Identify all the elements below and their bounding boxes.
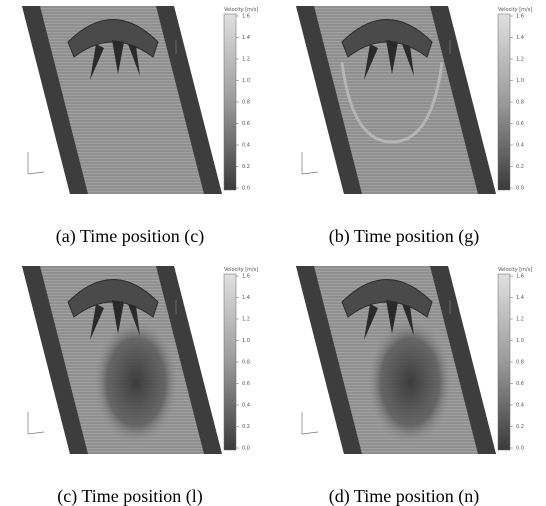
colorbar-tick-label: 0.4	[516, 143, 524, 149]
colorbar-tick-label: 0.0	[242, 446, 250, 452]
caption: (b) Time position (g)	[329, 226, 480, 247]
colorbar-tick-label: 1.6	[516, 274, 524, 280]
panel: Velocity [m/s]1.6 1.4 1.2 1.0 0.8 0.6 0.4 0.2 0.…	[22, 266, 258, 506]
colorbar-tick-label: 1.0	[242, 78, 250, 84]
colorbar-tick-label: 0.8	[242, 360, 250, 366]
colorbar-tick-label: 0.8	[516, 360, 524, 366]
colorbar-tick-label: 0.2	[242, 424, 250, 430]
axis-icon	[302, 432, 318, 434]
colorbar-tick-label: 0.0	[516, 446, 524, 452]
colorbar-title: Velocity [m/s]	[498, 7, 532, 13]
colorbar-tick-label: 0.6	[516, 381, 524, 387]
colorbar-tick-label: 1.6	[242, 14, 250, 20]
panel: Velocity [m/s]1.6 1.4 1.2 1.0 0.8 0.6 0.4 0.2 0.…	[296, 6, 532, 247]
caption: (c) Time position (l)	[57, 486, 203, 506]
caption: (d) Time position (n)	[329, 486, 480, 506]
colorbar-tick-label: 0.2	[242, 164, 250, 170]
colorbar-tick-label: 0.4	[242, 403, 250, 409]
colorbar-tick-label: 1.2	[516, 317, 524, 323]
colorbar-title: Velocity [m/s]	[224, 267, 258, 273]
colorbar-tick-label: 1.0	[516, 78, 524, 84]
wake	[368, 320, 452, 444]
panel: Velocity [m/s]1.6 1.4 1.2 1.0 0.8 0.6 0.4 0.2 0.…	[296, 266, 532, 506]
colorbar-tick-label: 1.0	[516, 338, 524, 344]
axis-icon	[28, 432, 44, 434]
colorbar-tick-label: 0.2	[516, 424, 524, 430]
colorbar-tick-label: 0.6	[516, 121, 524, 127]
colorbar-tick-label: 0.0	[516, 186, 524, 192]
colorbar-tick-label: 1.4	[516, 35, 524, 41]
colorbar-tick-label: 1.6	[242, 274, 250, 280]
caption: (a) Time position (c)	[56, 226, 205, 247]
colorbar-tick-label: 0.4	[242, 143, 250, 149]
colorbar-tick-label: 1.2	[516, 57, 524, 63]
colorbar-tick-label: 1.4	[516, 295, 524, 301]
colorbar-tick-label: 0.6	[242, 381, 250, 387]
axis-icon	[302, 172, 318, 174]
colorbar-title: Velocity [m/s]	[498, 267, 532, 273]
colorbar	[224, 14, 236, 190]
panels: Velocity [m/s]1.61.41.21.00.80.60.40.20.…	[22, 6, 532, 506]
colorbar-title: Velocity [m/s]	[224, 7, 258, 13]
colorbar-tick-label: 1.0	[242, 338, 250, 344]
figure: Velocity [m/s]1.61.41.21.00.80.60.40.20.…	[0, 0, 546, 506]
colorbar	[498, 274, 510, 450]
colorbar-tick-label: 1.4	[242, 295, 250, 301]
page: {"colorbar": {"title": "Velocity [m/s]",…	[0, 0, 546, 506]
colorbar	[498, 14, 510, 190]
panel: Velocity [m/s]1.6 1.4 1.2 1.0 0.8 0.6 0.4 0.2 0.…	[22, 6, 258, 247]
wake	[94, 320, 178, 444]
colorbar-tick-label: 0.4	[516, 403, 524, 409]
colorbar-tick-label: 1.4	[242, 35, 250, 41]
colorbar-tick-label: 0.0	[242, 186, 250, 192]
colorbar-tick-label: 0.2	[516, 164, 524, 170]
colorbar-tick-label: 1.2	[242, 57, 250, 63]
colorbar-tick-label: 1.2	[242, 317, 250, 323]
colorbar	[224, 274, 236, 450]
colorbar-tick-label: 0.8	[242, 100, 250, 106]
colorbar-tick-label: 1.6	[516, 14, 524, 20]
axis-icon	[28, 172, 44, 174]
colorbar-tick-label: 0.6	[242, 121, 250, 127]
colorbar-tick-label: 0.8	[516, 100, 524, 106]
